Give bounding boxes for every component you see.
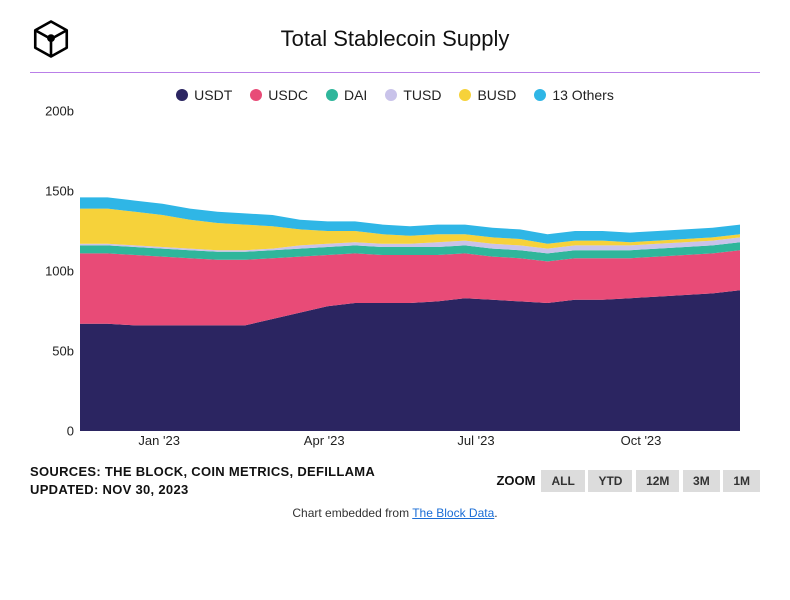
legend: USDT USDC DAI TUSD BUSD 13 Others [30, 87, 760, 103]
plot [80, 111, 760, 431]
updated-line: UPDATED: NOV 30, 2023 [30, 481, 375, 499]
header: Total Stablecoin Supply [30, 18, 760, 72]
embed-attribution: Chart embedded from The Block Data. [30, 506, 760, 520]
legend-swatch [176, 89, 188, 101]
legend-swatch [326, 89, 338, 101]
footer: SOURCES: THE BLOCK, COIN METRICS, DEFILL… [30, 463, 760, 498]
x-tick-label: Oct '23 [621, 433, 662, 448]
zoom-controls: ZOOM ALL YTD 12M 3M 1M [496, 470, 760, 492]
legend-item[interactable]: USDT [176, 87, 232, 103]
legend-label: USDT [194, 87, 232, 103]
legend-item[interactable]: TUSD [385, 87, 441, 103]
legend-item[interactable]: BUSD [459, 87, 516, 103]
chart-card: Total Stablecoin Supply USDT USDC DAI TUSD B… [0, 0, 790, 530]
embed-suffix: . [494, 506, 497, 520]
sources-line: SOURCES: THE BLOCK, COIN METRICS, DEFILL… [30, 463, 375, 481]
embed-link[interactable]: The Block Data [412, 506, 494, 520]
legend-label: TUSD [403, 87, 441, 103]
legend-label: USDC [268, 87, 308, 103]
zoom-button[interactable]: ALL [541, 470, 584, 492]
legend-item[interactable]: 13 Others [534, 87, 613, 103]
legend-label: 13 Others [552, 87, 613, 103]
zoom-button[interactable]: 12M [636, 470, 679, 492]
legend-label: DAI [344, 87, 367, 103]
legend-swatch [459, 89, 471, 101]
legend-swatch [534, 89, 546, 101]
divider [30, 72, 760, 73]
theblock-logo-icon [30, 18, 72, 60]
y-tick-label: 100b [45, 264, 74, 279]
zoom-button[interactable]: YTD [588, 470, 632, 492]
legend-swatch [250, 89, 262, 101]
y-tick-label: 0 [67, 424, 74, 439]
y-tick-label: 50b [52, 344, 74, 359]
embed-prefix: Chart embedded from [292, 506, 412, 520]
zoom-button[interactable]: 3M [683, 470, 720, 492]
y-tick-label: 200b [45, 104, 74, 119]
x-tick-label: Apr '23 [304, 433, 345, 448]
sources-text: SOURCES: THE BLOCK, COIN METRICS, DEFILL… [30, 463, 375, 498]
x-axis: Jan '23 Apr '23 Jul '23 Oct '23 [80, 431, 760, 453]
legend-label: BUSD [477, 87, 516, 103]
legend-item[interactable]: DAI [326, 87, 367, 103]
legend-item[interactable]: USDC [250, 87, 308, 103]
x-tick-label: Jan '23 [138, 433, 180, 448]
legend-swatch [385, 89, 397, 101]
x-tick-label: Jul '23 [457, 433, 494, 448]
zoom-button[interactable]: 1M [723, 470, 760, 492]
chart-title: Total Stablecoin Supply [72, 26, 718, 52]
chart-area: 050b100b150b200b [30, 111, 760, 431]
y-tick-label: 150b [45, 184, 74, 199]
zoom-label: ZOOM [496, 473, 535, 488]
y-axis: 050b100b150b200b [30, 111, 80, 431]
